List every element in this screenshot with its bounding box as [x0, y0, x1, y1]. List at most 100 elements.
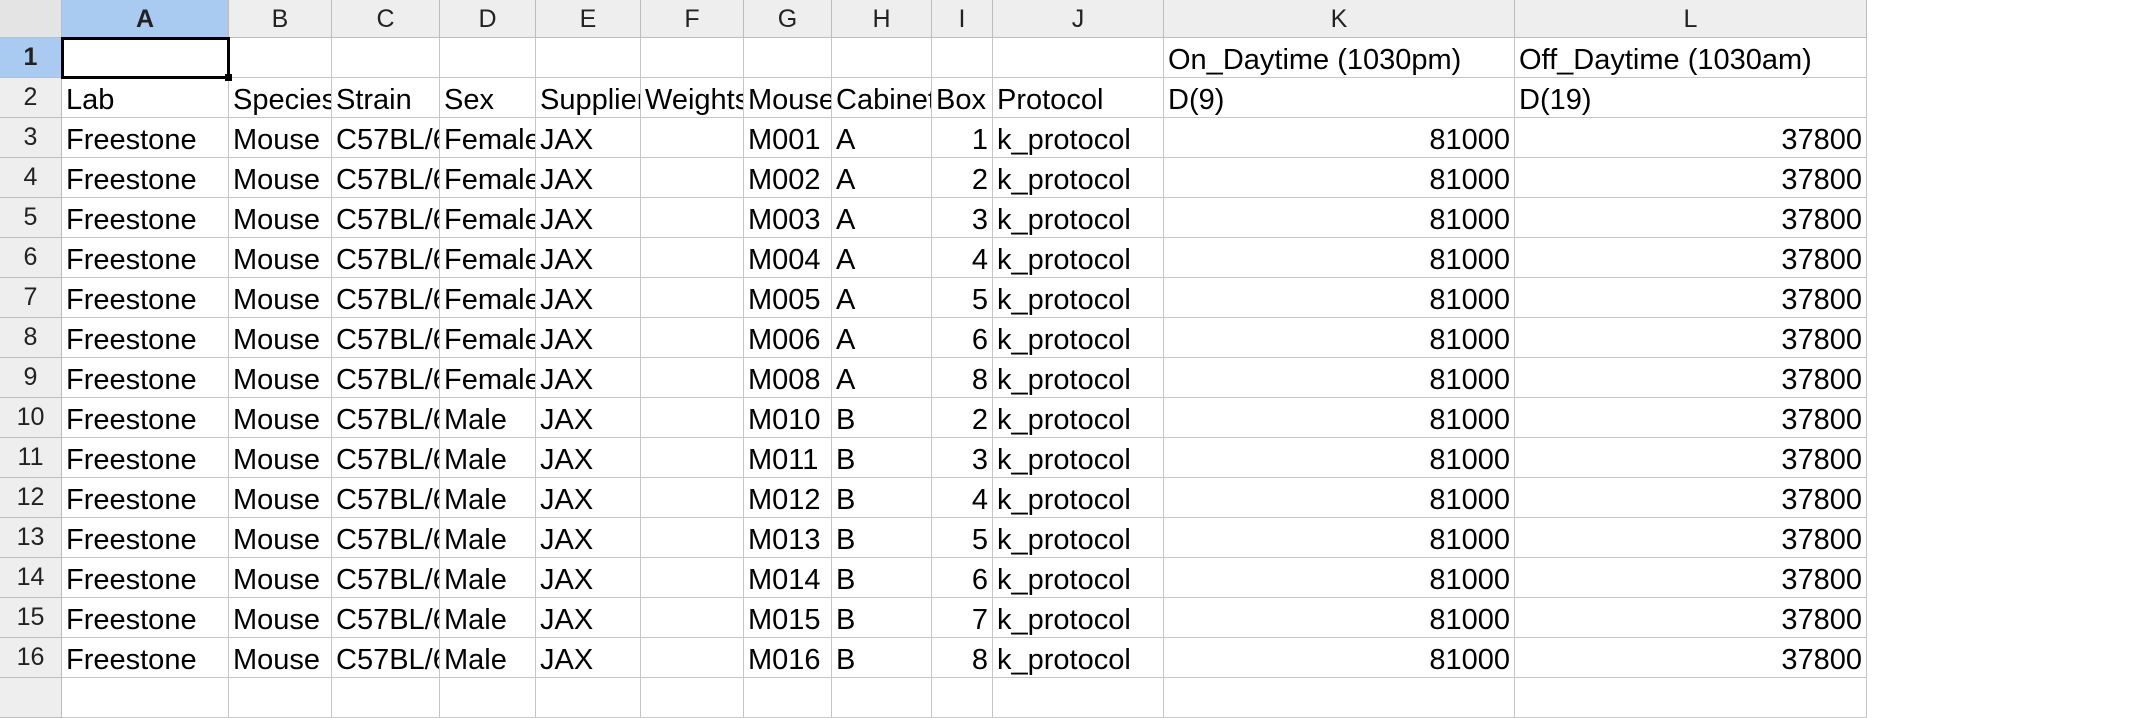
cell-A-11[interactable]: Freestone: [62, 438, 229, 478]
cell-L-3[interactable]: 37800: [1515, 118, 1867, 158]
cell-C-4[interactable]: C57BL/6: [332, 158, 440, 198]
cell-A-6[interactable]: Freestone: [62, 238, 229, 278]
cell-E-3[interactable]: JAX: [536, 118, 641, 158]
cell-C-10[interactable]: C57BL/6: [332, 398, 440, 438]
cell-J-14[interactable]: k_protocol: [993, 558, 1164, 598]
cell-C-17[interactable]: [332, 678, 440, 718]
cell-H-4[interactable]: A: [832, 158, 932, 198]
cell-J-4[interactable]: k_protocol: [993, 158, 1164, 198]
cell-J-16[interactable]: k_protocol: [993, 638, 1164, 678]
cell-B-8[interactable]: Mouse: [229, 318, 332, 358]
cell-E-9[interactable]: JAX: [536, 358, 641, 398]
cell-B-14[interactable]: Mouse: [229, 558, 332, 598]
cell-A-2[interactable]: Lab: [62, 78, 229, 118]
cell-C-14[interactable]: C57BL/6: [332, 558, 440, 598]
cell-D-13[interactable]: Male: [440, 518, 536, 558]
cell-A-15[interactable]: Freestone: [62, 598, 229, 638]
cell-G-6[interactable]: M004: [744, 238, 832, 278]
row-header-5[interactable]: 6: [0, 238, 62, 278]
cell-J-5[interactable]: k_protocol: [993, 198, 1164, 238]
cell-D-10[interactable]: Male: [440, 398, 536, 438]
cell-H-12[interactable]: B: [832, 478, 932, 518]
row-header-4[interactable]: 5: [0, 198, 62, 238]
cell-K-17[interactable]: [1164, 678, 1515, 718]
cell-H-1[interactable]: [832, 38, 932, 78]
cell-K-16[interactable]: 81000: [1164, 638, 1515, 678]
cell-L-4[interactable]: 37800: [1515, 158, 1867, 198]
column-header-8[interactable]: I: [932, 0, 993, 38]
cell-C-2[interactable]: Strain: [332, 78, 440, 118]
cell-H-8[interactable]: A: [832, 318, 932, 358]
cell-K-15[interactable]: 81000: [1164, 598, 1515, 638]
cell-K-12[interactable]: 81000: [1164, 478, 1515, 518]
cell-H-16[interactable]: B: [832, 638, 932, 678]
cell-F-13[interactable]: [641, 518, 744, 558]
cell-J-12[interactable]: k_protocol: [993, 478, 1164, 518]
cell-E-6[interactable]: JAX: [536, 238, 641, 278]
cell-D-15[interactable]: Male: [440, 598, 536, 638]
cell-C-6[interactable]: C57BL/6: [332, 238, 440, 278]
cell-L-8[interactable]: 37800: [1515, 318, 1867, 358]
cell-A-4[interactable]: Freestone: [62, 158, 229, 198]
cell-L-5[interactable]: 37800: [1515, 198, 1867, 238]
cell-E-17[interactable]: [536, 678, 641, 718]
cell-K-8[interactable]: 81000: [1164, 318, 1515, 358]
cell-A-13[interactable]: Freestone: [62, 518, 229, 558]
cell-K-13[interactable]: 81000: [1164, 518, 1515, 558]
cell-I-14[interactable]: 6: [932, 558, 993, 598]
cell-H-11[interactable]: B: [832, 438, 932, 478]
cell-I-3[interactable]: 1: [932, 118, 993, 158]
cell-L-17[interactable]: [1515, 678, 1867, 718]
cell-L-1[interactable]: Off_Daytime (1030am): [1515, 38, 1867, 78]
cell-G-9[interactable]: M008: [744, 358, 832, 398]
cell-K-11[interactable]: 81000: [1164, 438, 1515, 478]
cell-K-4[interactable]: 81000: [1164, 158, 1515, 198]
row-header-0[interactable]: 1: [0, 38, 62, 78]
cell-G-1[interactable]: [744, 38, 832, 78]
cell-K-5[interactable]: 81000: [1164, 198, 1515, 238]
cell-I-5[interactable]: 3: [932, 198, 993, 238]
cell-L-15[interactable]: 37800: [1515, 598, 1867, 638]
cell-I-7[interactable]: 5: [932, 278, 993, 318]
cell-A-8[interactable]: Freestone: [62, 318, 229, 358]
cell-L-2[interactable]: D(19): [1515, 78, 1867, 118]
cell-I-17[interactable]: [932, 678, 993, 718]
cell-I-10[interactable]: 2: [932, 398, 993, 438]
cell-G-7[interactable]: M005: [744, 278, 832, 318]
column-header-10[interactable]: K: [1164, 0, 1515, 38]
cell-C-3[interactable]: C57BL/6: [332, 118, 440, 158]
cell-D-9[interactable]: Female: [440, 358, 536, 398]
cell-E-12[interactable]: JAX: [536, 478, 641, 518]
cell-B-2[interactable]: Species: [229, 78, 332, 118]
cell-F-15[interactable]: [641, 598, 744, 638]
cell-A-7[interactable]: Freestone: [62, 278, 229, 318]
cell-I-8[interactable]: 6: [932, 318, 993, 358]
cell-J-10[interactable]: k_protocol: [993, 398, 1164, 438]
cell-K-10[interactable]: 81000: [1164, 398, 1515, 438]
cell-B-4[interactable]: Mouse: [229, 158, 332, 198]
cell-G-11[interactable]: M011: [744, 438, 832, 478]
row-header-14[interactable]: 15: [0, 598, 62, 638]
cell-H-2[interactable]: Cabinet: [832, 78, 932, 118]
column-header-11[interactable]: L: [1515, 0, 1867, 38]
cell-G-14[interactable]: M014: [744, 558, 832, 598]
cell-C-1[interactable]: [332, 38, 440, 78]
cell-I-13[interactable]: 5: [932, 518, 993, 558]
cell-I-15[interactable]: 7: [932, 598, 993, 638]
row-header-3[interactable]: 4: [0, 158, 62, 198]
cell-B-10[interactable]: Mouse: [229, 398, 332, 438]
cell-L-9[interactable]: 37800: [1515, 358, 1867, 398]
cell-A-10[interactable]: Freestone: [62, 398, 229, 438]
cell-C-8[interactable]: C57BL/6: [332, 318, 440, 358]
row-header-11[interactable]: 12: [0, 478, 62, 518]
cell-H-13[interactable]: B: [832, 518, 932, 558]
cell-G-2[interactable]: Mouse: [744, 78, 832, 118]
cell-C-11[interactable]: C57BL/6: [332, 438, 440, 478]
cell-J-6[interactable]: k_protocol: [993, 238, 1164, 278]
cell-G-3[interactable]: M001: [744, 118, 832, 158]
row-header-15[interactable]: 16: [0, 638, 62, 678]
cell-L-12[interactable]: 37800: [1515, 478, 1867, 518]
cell-F-16[interactable]: [641, 638, 744, 678]
cell-E-11[interactable]: JAX: [536, 438, 641, 478]
cell-H-7[interactable]: A: [832, 278, 932, 318]
